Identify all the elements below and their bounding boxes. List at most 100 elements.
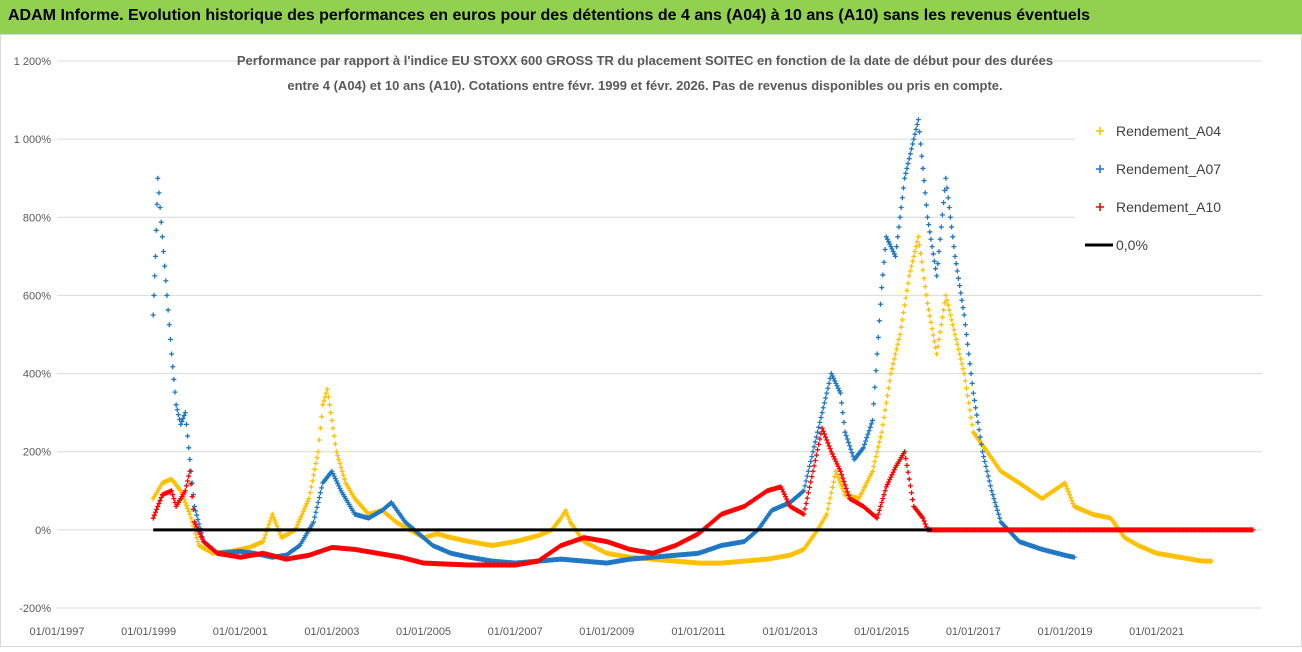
legend-label: 0,0% [1116,237,1148,253]
data-point [900,185,906,191]
data-point [921,178,927,184]
data-point [931,338,937,344]
data-point [563,507,569,513]
data-point [874,351,880,357]
data-point [894,346,900,352]
data-point [823,395,829,401]
data-point [1209,558,1215,564]
data-point [883,400,889,406]
data-point [914,239,920,245]
x-tick-label: 01/01/2009 [579,626,634,638]
data-point [817,419,823,425]
data-point [933,266,939,272]
data-point [191,503,197,509]
data-point [955,275,961,281]
data-point [324,386,330,392]
data-point [153,227,159,233]
data-point [807,463,813,469]
data-point [181,497,187,503]
data-point [894,244,900,250]
data-point [826,500,832,506]
chart-area: Performance par rapport à l'indice EU ST… [0,34,1302,647]
data-point [945,195,951,201]
data-point [923,292,929,298]
data-point [915,117,921,123]
data-point [803,478,809,484]
legend-label: Rendement_A04 [1116,123,1221,139]
data-point [819,410,825,416]
data-point [967,361,973,367]
data-point [945,302,951,308]
data-point [921,518,927,524]
data-point [323,390,329,396]
data-point [839,483,845,489]
data-point [840,410,846,416]
data-point [826,443,832,449]
data-point [825,506,831,512]
data-point [962,322,968,328]
data-point [337,460,343,466]
data-point [1250,527,1256,533]
data-point [564,510,570,516]
data-point [926,307,932,313]
x-tick-label: 01/01/2003 [304,626,359,638]
data-point [154,506,160,512]
y-tick-label: 0% [35,525,51,537]
data-point [925,214,931,220]
data-point [911,136,917,142]
data-point [185,433,191,439]
data-point [970,390,976,396]
x-tick-label: 01/01/2001 [213,626,268,638]
data-point [943,175,949,181]
data-point [864,435,870,441]
data-point [317,490,323,496]
x-tick-label: 01/01/2013 [763,626,818,638]
data-point [194,535,200,541]
data-point [325,394,331,400]
data-point [820,405,826,411]
data-point [266,521,272,527]
chart-title-line2: entre 4 (A04) et 10 ans (A10). Cotations… [287,78,1002,93]
data-point [958,290,964,296]
data-point [183,421,189,427]
data-point [993,503,999,509]
data-point [809,454,815,460]
data-point [907,483,913,489]
data-point [810,449,816,455]
data-point [845,492,851,498]
data-point [882,247,888,253]
data-point [274,523,280,529]
data-point [959,297,965,303]
y-tick-label: 600% [23,290,51,302]
data-point [888,371,894,377]
data-point [902,449,908,455]
data-point [158,495,164,501]
data-point [965,341,971,347]
y-tick-label: 1 000% [14,134,52,146]
data-point [874,449,880,455]
data-point [966,351,972,357]
data-point [839,472,845,478]
data-point [959,361,965,367]
data-point [179,418,185,424]
data-point [917,129,923,135]
y-axis: -200% 0% 200% 400% 600% 800% 1 000% 1 200% [14,56,52,615]
data-point [965,393,971,399]
data-point [963,385,969,391]
data-point [183,502,189,508]
data-point [1063,483,1069,489]
data-point [837,468,843,474]
data-point [270,514,276,520]
data-point [152,273,158,279]
data-point [929,244,935,250]
data-point [150,312,156,318]
data-point [811,444,817,450]
legend-swatch [1096,165,1104,173]
data-point [807,484,813,490]
data-point [950,234,956,240]
data-point [328,410,334,416]
data-point [902,302,908,308]
data-point [304,501,310,507]
data-point [873,454,879,460]
data-point [903,295,909,301]
